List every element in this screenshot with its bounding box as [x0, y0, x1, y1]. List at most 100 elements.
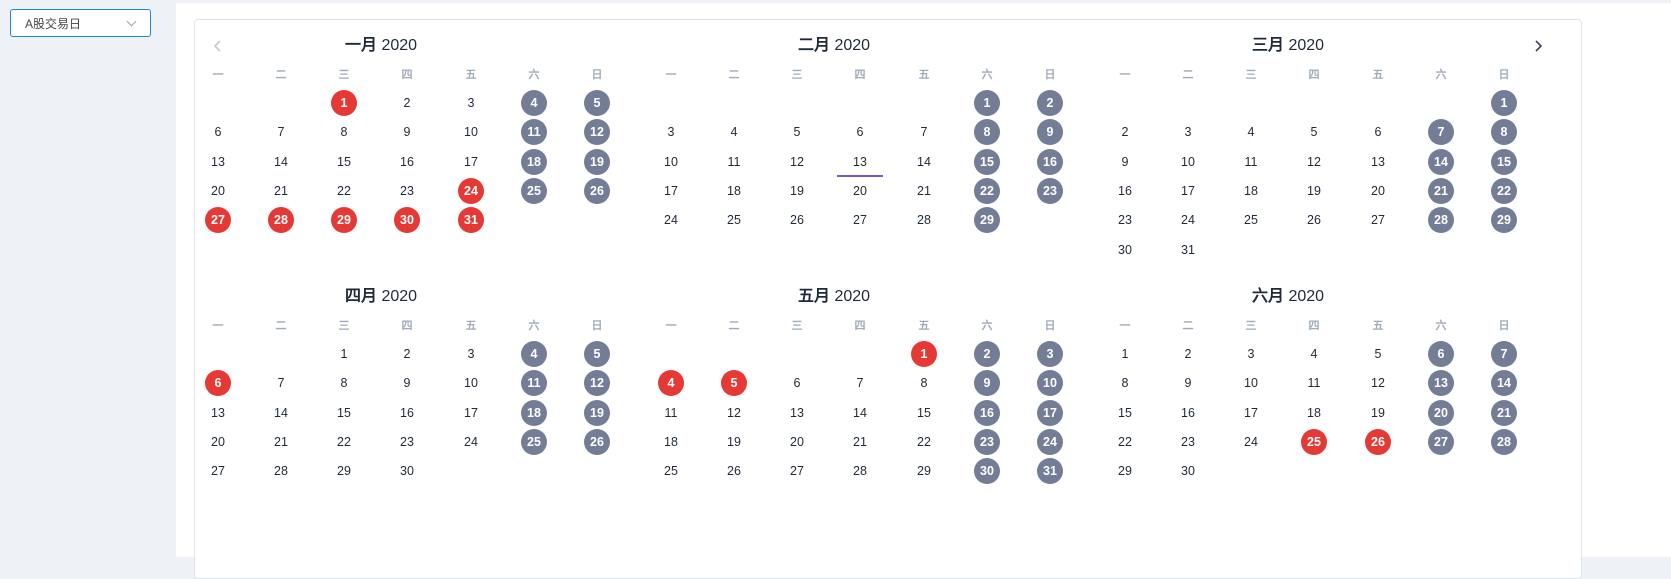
weekend-day-cell[interactable]: 1 — [1491, 90, 1517, 116]
weekend-day-cell[interactable]: 26 — [584, 177, 610, 204]
holiday-day-cell[interactable]: 29 — [331, 207, 357, 234]
weekend-day-cell[interactable]: 6 — [1428, 341, 1454, 367]
day-cell[interactable]: 20 — [853, 183, 867, 198]
day-cell[interactable]: 10 — [664, 154, 678, 169]
weekend-day-cell[interactable]: 9 — [974, 370, 1000, 397]
day-cell[interactable]: 26 — [727, 464, 741, 479]
day-cell[interactable]: 19 — [790, 183, 804, 198]
day-cell[interactable]: 23 — [400, 434, 414, 449]
holiday-day-cell[interactable]: 5 — [721, 370, 747, 397]
weekend-day-cell[interactable]: 5 — [584, 90, 610, 116]
day-cell[interactable]: 2 — [403, 96, 411, 110]
day-cell[interactable]: 14 — [274, 405, 288, 420]
day-cell[interactable]: 18 — [664, 434, 678, 449]
weekend-day-cell[interactable]: 18 — [521, 148, 547, 175]
day-cell[interactable]: 31 — [1181, 242, 1195, 257]
day-cell[interactable]: 19 — [1307, 183, 1321, 198]
day-cell[interactable]: 11 — [1244, 154, 1258, 169]
day-cell[interactable]: 16 — [400, 154, 414, 169]
day-cell[interactable]: 21 — [274, 434, 288, 449]
weekend-day-cell[interactable]: 22 — [974, 177, 1000, 204]
weekend-day-cell[interactable]: 28 — [1491, 428, 1517, 455]
day-cell[interactable]: 3 — [1247, 347, 1255, 361]
holiday-day-cell[interactable]: 25 — [1301, 428, 1327, 455]
holiday-day-cell[interactable]: 30 — [394, 207, 420, 234]
weekend-day-cell[interactable]: 13 — [1428, 370, 1454, 397]
day-cell[interactable]: 7 — [920, 125, 928, 140]
weekend-day-cell[interactable]: 14 — [1491, 370, 1517, 397]
day-cell[interactable]: 9 — [403, 125, 411, 140]
day-cell[interactable]: 8 — [920, 376, 928, 391]
day-cell[interactable]: 30 — [1181, 464, 1195, 479]
day-cell[interactable]: 24 — [1181, 213, 1195, 228]
day-cell[interactable]: 1 — [1121, 347, 1129, 361]
day-cell[interactable]: 29 — [1118, 464, 1132, 479]
day-cell[interactable]: 5 — [1374, 347, 1382, 361]
day-cell[interactable]: 14 — [274, 154, 288, 169]
weekend-day-cell[interactable]: 14 — [1428, 148, 1454, 175]
weekend-day-cell[interactable]: 28 — [1428, 207, 1454, 234]
weekend-day-cell[interactable]: 16 — [974, 399, 1000, 426]
trading-day-select[interactable]: A股交易日 — [10, 9, 151, 37]
day-cell[interactable]: 19 — [1371, 405, 1385, 420]
day-cell[interactable]: 11 — [1307, 376, 1321, 391]
weekend-day-cell[interactable]: 4 — [521, 341, 547, 367]
day-cell[interactable]: 12 — [790, 154, 804, 169]
day-cell[interactable]: 13 — [1371, 154, 1385, 169]
weekend-day-cell[interactable]: 12 — [584, 119, 610, 146]
weekend-day-cell[interactable]: 9 — [1037, 119, 1063, 146]
day-cell[interactable]: 8 — [1121, 376, 1129, 391]
weekend-day-cell[interactable]: 25 — [521, 177, 547, 204]
day-cell[interactable]: 6 — [856, 125, 864, 140]
day-cell[interactable]: 20 — [790, 434, 804, 449]
day-cell[interactable]: 4 — [1247, 125, 1255, 140]
day-cell[interactable]: 8 — [340, 125, 348, 140]
day-cell[interactable]: 14 — [917, 154, 931, 169]
day-cell[interactable]: 24 — [464, 434, 478, 449]
day-cell[interactable]: 6 — [793, 376, 801, 391]
weekend-day-cell[interactable]: 11 — [521, 370, 547, 397]
day-cell[interactable]: 24 — [664, 213, 678, 228]
weekend-day-cell[interactable]: 24 — [1037, 428, 1063, 455]
day-cell[interactable]: 27 — [1371, 213, 1385, 228]
day-cell[interactable]: 24 — [1244, 434, 1258, 449]
weekend-day-cell[interactable]: 18 — [521, 399, 547, 426]
day-cell[interactable]: 3 — [467, 347, 475, 361]
day-cell[interactable]: 18 — [727, 183, 741, 198]
day-cell[interactable]: 20 — [211, 183, 225, 198]
weekend-day-cell[interactable]: 27 — [1428, 428, 1454, 455]
day-cell[interactable]: 21 — [853, 434, 867, 449]
day-cell[interactable]: 2 — [403, 347, 411, 361]
day-cell[interactable]: 28 — [853, 464, 867, 479]
weekend-day-cell[interactable]: 19 — [584, 148, 610, 175]
holiday-day-cell[interactable]: 24 — [458, 177, 484, 204]
weekend-day-cell[interactable]: 7 — [1428, 119, 1454, 146]
day-cell[interactable]: 15 — [337, 405, 351, 420]
day-cell[interactable]: 17 — [1244, 405, 1258, 420]
weekend-day-cell[interactable]: 22 — [1491, 177, 1517, 204]
weekend-day-cell[interactable]: 31 — [1037, 458, 1063, 485]
weekend-day-cell[interactable]: 20 — [1428, 399, 1454, 426]
day-cell[interactable]: 22 — [337, 183, 351, 198]
day-cell[interactable]: 23 — [400, 183, 414, 198]
day-cell[interactable]: 29 — [337, 464, 351, 479]
day-cell[interactable]: 21 — [917, 183, 931, 198]
weekend-day-cell[interactable]: 29 — [1491, 207, 1517, 234]
day-cell[interactable]: 2 — [1184, 347, 1192, 361]
weekend-day-cell[interactable]: 2 — [1037, 90, 1063, 116]
day-cell[interactable]: 13 — [790, 405, 804, 420]
day-cell[interactable]: 7 — [277, 125, 285, 140]
day-cell[interactable]: 15 — [1118, 405, 1132, 420]
day-cell[interactable]: 20 — [1371, 183, 1385, 198]
weekend-day-cell[interactable]: 3 — [1037, 341, 1063, 367]
day-cell[interactable]: 5 — [793, 125, 801, 140]
day-cell[interactable]: 21 — [274, 183, 288, 198]
weekend-day-cell[interactable]: 19 — [584, 399, 610, 426]
day-cell[interactable]: 14 — [853, 405, 867, 420]
day-cell[interactable]: 30 — [1118, 242, 1132, 257]
weekend-day-cell[interactable]: 10 — [1037, 370, 1063, 397]
day-cell[interactable]: 26 — [1307, 213, 1321, 228]
day-cell[interactable]: 27 — [790, 464, 804, 479]
day-cell[interactable]: 25 — [1244, 213, 1258, 228]
weekend-day-cell[interactable]: 8 — [974, 119, 1000, 146]
